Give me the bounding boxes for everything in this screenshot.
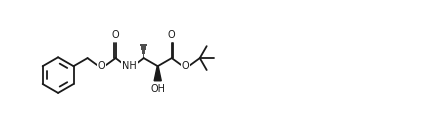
Text: O: O bbox=[182, 61, 190, 71]
Text: OH: OH bbox=[150, 84, 165, 94]
Text: O: O bbox=[112, 30, 120, 40]
Text: O: O bbox=[98, 61, 106, 71]
Text: O: O bbox=[168, 30, 176, 40]
Text: NH: NH bbox=[122, 61, 137, 71]
Polygon shape bbox=[154, 66, 161, 81]
